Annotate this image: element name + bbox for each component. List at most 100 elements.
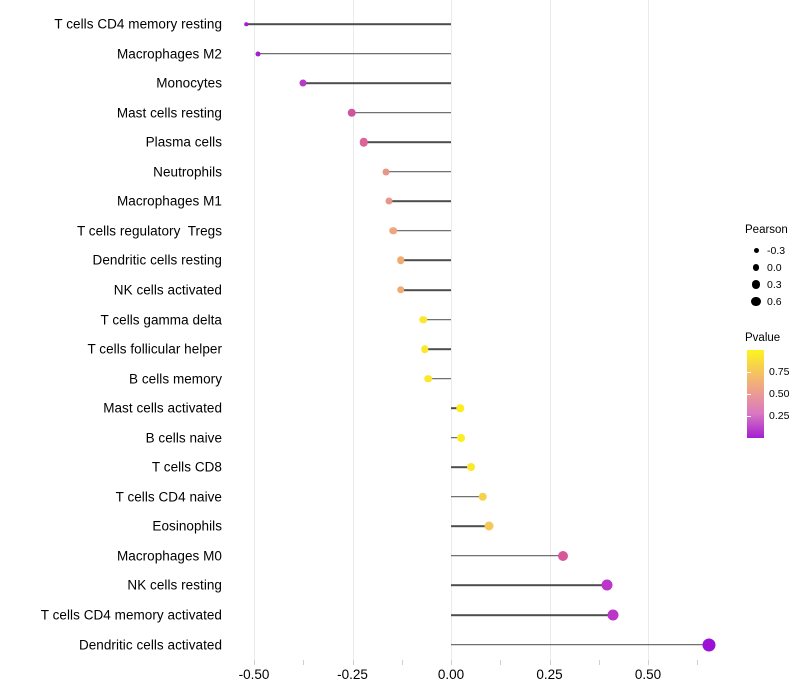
gridline	[451, 0, 452, 660]
pearson-legend-label: 0.0	[767, 261, 782, 274]
y-axis-label: Eosinophils	[152, 518, 222, 534]
lollipop-stem	[451, 466, 472, 469]
pearson-legend-label: 0.3	[767, 278, 782, 291]
y-axis-label: Macrophages M0	[116, 548, 222, 564]
pearson-legend-dot	[753, 248, 759, 253]
x-axis-tick	[598, 660, 600, 665]
x-axis-tick	[352, 660, 354, 665]
x-axis-tick-label: 0.50	[634, 667, 662, 682]
x-axis-tick-label: 0.00	[437, 667, 465, 682]
lollipop-point[interactable]	[347, 108, 356, 117]
pearson-legend-dot-cell	[745, 296, 767, 307]
lollipop-stem	[423, 318, 451, 321]
pearson-legend-dot	[751, 296, 761, 307]
lollipop-point[interactable]	[255, 51, 261, 57]
pvalue-legend-title: Pvalue	[745, 332, 781, 344]
lollipop-point[interactable]	[382, 168, 390, 176]
y-axis-label: T cells gamma delta	[100, 312, 222, 327]
y-axis-label: Monocytes	[156, 75, 222, 91]
lollipop-point[interactable]	[359, 137, 369, 147]
gridline	[254, 0, 255, 660]
lollipop-stem	[351, 111, 451, 114]
y-axis-label: T cells follicular helper	[87, 341, 222, 357]
lollipop-point[interactable]	[478, 492, 488, 502]
lollipop-stem	[302, 82, 451, 84]
pearson-legend-entries: -0.3 0.0 0.3 0.6	[745, 242, 788, 310]
pearson-legend-row: 0.6	[745, 293, 788, 310]
lollipop-stem	[451, 407, 461, 409]
pvalue-colorbar-label: 0.75	[769, 366, 790, 378]
lollipop-point[interactable]	[421, 345, 429, 353]
plot-panel	[232, 0, 732, 660]
lollipop-point[interactable]	[419, 315, 427, 324]
lollipop-stem	[451, 643, 710, 646]
x-axis-tick-label: 0.25	[536, 667, 563, 682]
lollipop-point[interactable]	[397, 286, 405, 294]
lollipop-point[interactable]	[397, 256, 405, 265]
lollipop-stem	[400, 289, 451, 291]
x-axis: -0.50 -0.25 0.00 0.25 0.50	[232, 660, 732, 700]
y-axis-labels: T cells CD4 memory resting Macrophages M2…	[0, 0, 232, 660]
y-axis-label: Neutrophils	[153, 164, 222, 180]
pearson-legend-row: -0.3	[745, 242, 788, 259]
y-axis-label: T cells CD4 naive	[115, 489, 222, 505]
pvalue-colorbar-tick	[747, 394, 751, 395]
lollipop-stem	[389, 200, 451, 203]
pvalue-colorbar	[747, 350, 764, 438]
pearson-legend-dot-cell	[745, 280, 767, 289]
y-axis-label: Dendritic cells activated	[78, 637, 222, 653]
y-axis-label: B cells memory	[129, 371, 222, 387]
pearson-legend-row: 0.3	[745, 276, 788, 293]
lollipop-point[interactable]	[385, 197, 393, 205]
pearson-legend-label: -0.3	[767, 244, 786, 257]
gridline	[648, 0, 649, 660]
x-axis-tick	[697, 660, 699, 665]
lollipop-point[interactable]	[601, 579, 613, 591]
x-axis-tick	[500, 660, 502, 665]
pearson-legend-title: Pearson	[745, 224, 788, 236]
lollipop-stem	[451, 555, 563, 557]
y-axis-label: Dendritic cells resting	[92, 252, 222, 268]
lollipop-point[interactable]	[484, 521, 494, 531]
lollipop-stem	[257, 52, 451, 55]
pvalue-colorbar-label: 0.50	[769, 388, 790, 400]
lollipop-point[interactable]	[299, 79, 307, 87]
lollipop-stem	[393, 230, 451, 232]
y-axis-label: B cells naive	[145, 430, 222, 446]
y-axis-label: T cells CD4 memory activated	[40, 607, 222, 623]
lollipop-point[interactable]	[702, 638, 716, 652]
pearson-legend-dot	[752, 264, 760, 271]
lollipop-stem	[428, 377, 451, 380]
x-axis-tick-label: -0.50	[238, 667, 270, 682]
lollipop-stem	[363, 141, 451, 143]
y-axis-label: T cells regulatory Tregs	[76, 223, 222, 239]
lollipop-stem	[451, 614, 614, 616]
x-axis-tick-label: -0.25	[337, 667, 368, 682]
lollipop-point[interactable]	[456, 404, 464, 412]
lollipop-point[interactable]	[607, 609, 619, 621]
pearson-legend-row: 0.0	[745, 259, 788, 276]
y-axis-label: Mast cells resting	[116, 105, 222, 121]
lollipop-point[interactable]	[244, 22, 248, 26]
gridline	[549, 0, 551, 660]
pearson-legend-dot-cell	[745, 248, 767, 253]
lollipop-point[interactable]	[557, 550, 568, 561]
lollipop-stem	[424, 348, 451, 350]
lollipop-point[interactable]	[389, 227, 397, 235]
y-axis-label: T cells CD8	[151, 459, 222, 475]
x-axis-tick	[451, 660, 452, 665]
lollipop-point[interactable]	[467, 463, 476, 472]
x-axis-tick	[401, 660, 403, 665]
lollipop-point[interactable]	[424, 374, 432, 383]
lollipop-stem	[451, 496, 483, 498]
pearson-legend-label: 0.6	[767, 295, 782, 308]
lollipop-stem	[385, 170, 451, 173]
y-axis-label: Macrophages M2	[116, 46, 222, 62]
x-axis-tick	[648, 660, 649, 665]
gridline	[352, 0, 354, 660]
pvalue-colorbar-tick	[747, 372, 751, 373]
lollipop-point[interactable]	[456, 433, 465, 442]
lollipop-stem	[451, 525, 490, 528]
x-axis-tick	[303, 660, 305, 665]
y-axis-label: Macrophages M1	[116, 193, 222, 209]
